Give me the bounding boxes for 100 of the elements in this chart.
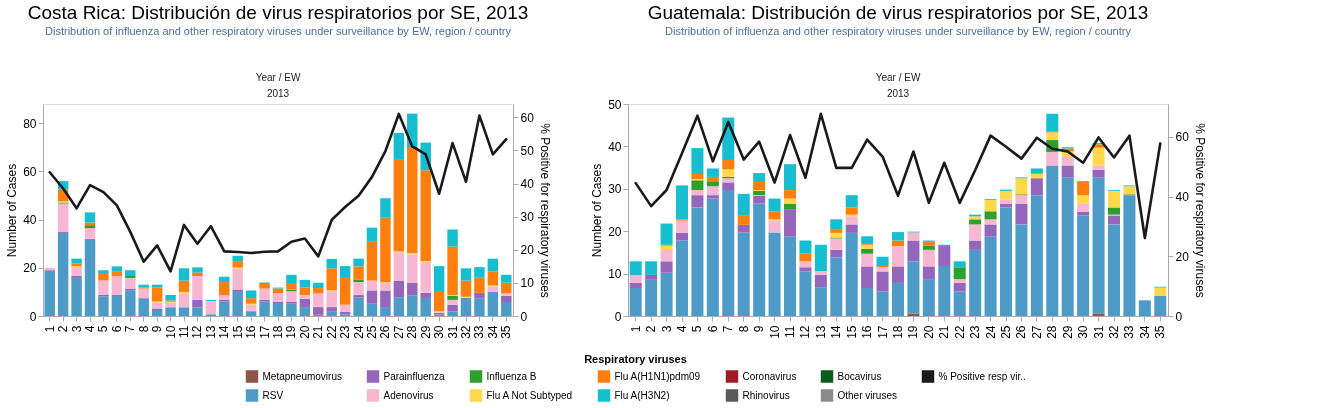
y2-axis-title: % Positive for respiratory viruses	[537, 123, 552, 298]
x-tick-label: 11	[783, 325, 797, 338]
y2-tick-label: 20	[1175, 249, 1190, 264]
chart-title: Costa Rica: Distribución de virus respiratorios por SE, 2013	[27, 2, 529, 23]
x-tick-label: 32	[459, 325, 473, 339]
x-tick-label: 6	[109, 325, 124, 333]
chart-subtitle: Distribution of influenza and other respiratory viruses under surveillance by EW, region / country	[665, 25, 1132, 37]
x-tick-label: 35	[1153, 325, 1168, 339]
chart-subtitle: Distribution of influenza and other respiratory viruses under surveillance by EW, region / country	[45, 25, 512, 37]
x-tick-label: 12	[798, 325, 813, 339]
legend-title: Respiratory viruses	[584, 353, 687, 365]
x-tick-label: 13	[813, 325, 828, 339]
x-tick-label: 19	[906, 325, 921, 339]
x-tick-label: 8	[136, 325, 151, 333]
y2-axis-title: % Positive for respiratory viruses	[1192, 123, 1207, 298]
x-tick-label: 17	[257, 325, 272, 339]
legend-label: Metapneumovirus	[262, 370, 342, 382]
x-tick-label: 25	[999, 325, 1013, 339]
y-tick-label: 40	[608, 139, 622, 154]
x-tick-label: 4	[675, 325, 689, 333]
x-tick-label: 31	[1091, 325, 1106, 339]
y-tick-label: 40	[23, 213, 37, 228]
x-tick-label: 14	[217, 325, 232, 339]
x-tick-label: 15	[844, 325, 859, 339]
y-tick-label: 0	[614, 309, 622, 324]
x-tick-label: 29	[418, 325, 433, 339]
x-tick-label: 1	[628, 325, 643, 333]
x-tick-label: 10	[767, 325, 782, 339]
x-tick-label: 24	[983, 325, 998, 339]
x-tick-label: 11	[177, 325, 191, 338]
x-tick-label: 15	[230, 325, 245, 339]
x-tick-label: 26	[1014, 325, 1029, 339]
x-tick-label: 1	[42, 325, 57, 333]
legend-label: RSV	[262, 389, 284, 401]
x-tick-label: 9	[150, 325, 165, 333]
y2-tick-label: 60	[520, 110, 535, 125]
x-tick-label: 21	[311, 325, 326, 339]
y-tick-label: 20	[23, 261, 37, 276]
legend-label: Other viruses	[837, 389, 897, 401]
x-tick-label: 23	[968, 325, 983, 339]
text: 2013	[266, 88, 290, 99]
y-tick-label: 60	[23, 164, 37, 179]
y-tick-label: 0	[29, 309, 37, 324]
x-tick-label: 8	[736, 325, 751, 333]
text: Year / EW	[255, 72, 301, 83]
x-tick-label: 10	[163, 325, 178, 339]
x-tick-label: 27	[1029, 325, 1044, 339]
text: 2013	[886, 88, 910, 99]
x-tick-label: 7	[721, 325, 736, 333]
x-tick-label: 17	[875, 325, 890, 339]
x-tick-label: 3	[69, 325, 84, 333]
x-tick-label: 7	[123, 325, 138, 333]
y2-tick-label: 40	[1175, 190, 1190, 205]
x-tick-label: 3	[659, 325, 674, 333]
x-tick-label: 18	[891, 325, 905, 339]
x-tick-label: 22	[324, 325, 339, 339]
legend-label: Rhinovirus	[742, 389, 790, 401]
x-tick-label: 34	[485, 325, 500, 339]
x-tick-label: 13	[203, 325, 218, 339]
y-tick-label: 50	[608, 97, 622, 112]
legend-label: Bocavirus	[837, 370, 882, 382]
x-tick-label: 26	[378, 325, 393, 339]
x-tick-label: 27	[391, 325, 406, 339]
y2-tick-label: 20	[520, 243, 535, 258]
x-tick-label: 33	[472, 325, 487, 339]
legend-label: Influenza B	[486, 370, 537, 382]
x-tick-label: 28	[405, 325, 420, 339]
x-tick-label: 6	[705, 325, 720, 333]
x-tick-label: 24	[351, 325, 366, 339]
x-tick-label: 9	[752, 325, 767, 333]
x-tick-label: 28	[1045, 325, 1060, 339]
y2-tick-label: 50	[520, 143, 535, 158]
legend-label: Flu A Not Subtyped	[486, 389, 573, 401]
legend-label: Flu A(H3N2)	[614, 389, 670, 401]
x-tick-label: 5	[96, 325, 111, 333]
x-tick-label: 16	[244, 325, 259, 339]
y-tick-label: 30	[608, 182, 622, 197]
x-tick-label: 22	[952, 325, 967, 339]
x-tick-label: 33	[1122, 325, 1137, 339]
legend-label: Parainfluenza	[383, 370, 446, 382]
x-tick-label: 5	[690, 325, 705, 333]
chart-title: Guatemala: Distribución de virus respiratorios por SE, 2013	[647, 2, 1149, 23]
x-tick-label: 30	[1076, 325, 1091, 339]
x-tick-label: 14	[829, 325, 844, 339]
y2-tick-label: 60	[1175, 130, 1190, 145]
x-tick-label: 31	[445, 325, 460, 339]
x-tick-label: 29	[1060, 325, 1075, 339]
x-tick-label: 32	[1107, 325, 1121, 339]
y2-tick-label: 40	[520, 177, 535, 191]
x-tick-label: 12	[190, 325, 205, 339]
x-tick-label: 4	[83, 325, 97, 333]
x-tick-label: 34	[1137, 325, 1152, 339]
x-tick-label: 25	[365, 325, 379, 339]
text: Year / EW	[875, 72, 921, 83]
x-tick-label: 20	[921, 325, 936, 339]
legend-label: Coronavirus	[742, 370, 797, 382]
x-tick-label: 18	[271, 325, 285, 339]
legend-label: Flu A(H1N1)pdm09	[614, 370, 701, 382]
y-tick-label: 80	[23, 116, 37, 131]
x-tick-label: 20	[297, 325, 312, 339]
